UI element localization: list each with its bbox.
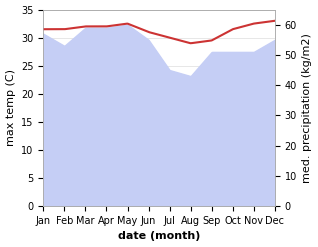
Y-axis label: max temp (C): max temp (C) [5,69,16,146]
X-axis label: date (month): date (month) [118,231,200,242]
Y-axis label: med. precipitation (kg/m2): med. precipitation (kg/m2) [302,33,313,183]
